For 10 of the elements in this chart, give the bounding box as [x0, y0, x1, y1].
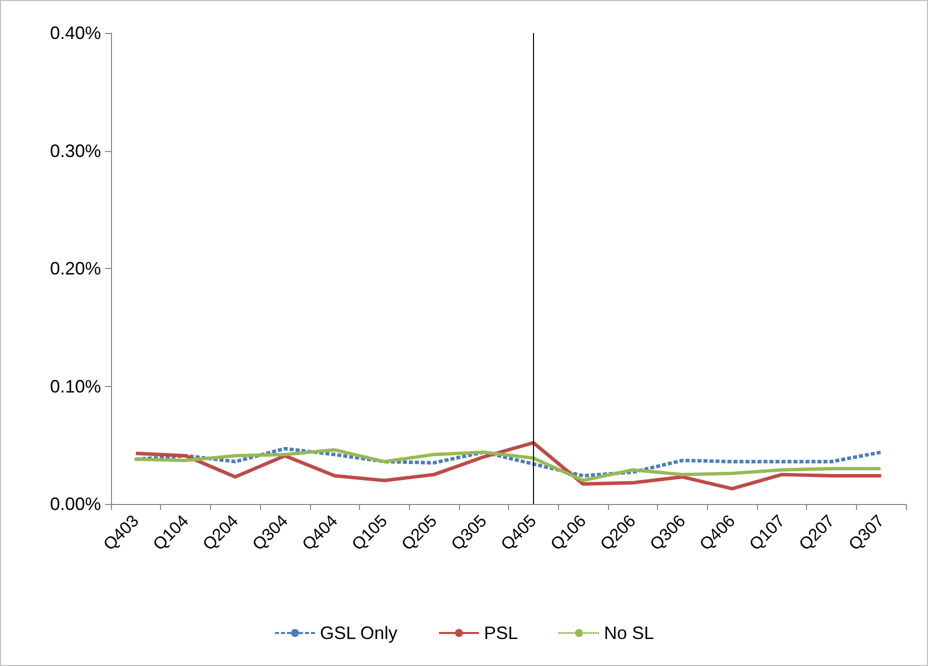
y-tick-label: 0.10%: [50, 376, 101, 396]
legend-label: No SL: [604, 623, 654, 643]
y-tick-label: 0.40%: [50, 23, 101, 43]
legend-label: PSL: [484, 623, 518, 643]
line-series: [134, 441, 883, 490]
y-tick-label: 0.20%: [50, 258, 101, 278]
line-series: [134, 448, 883, 482]
legend-label: GSL Only: [320, 623, 398, 643]
y-tick-label: 0.00%: [50, 494, 101, 514]
y-tick-label: 0.30%: [50, 140, 101, 161]
